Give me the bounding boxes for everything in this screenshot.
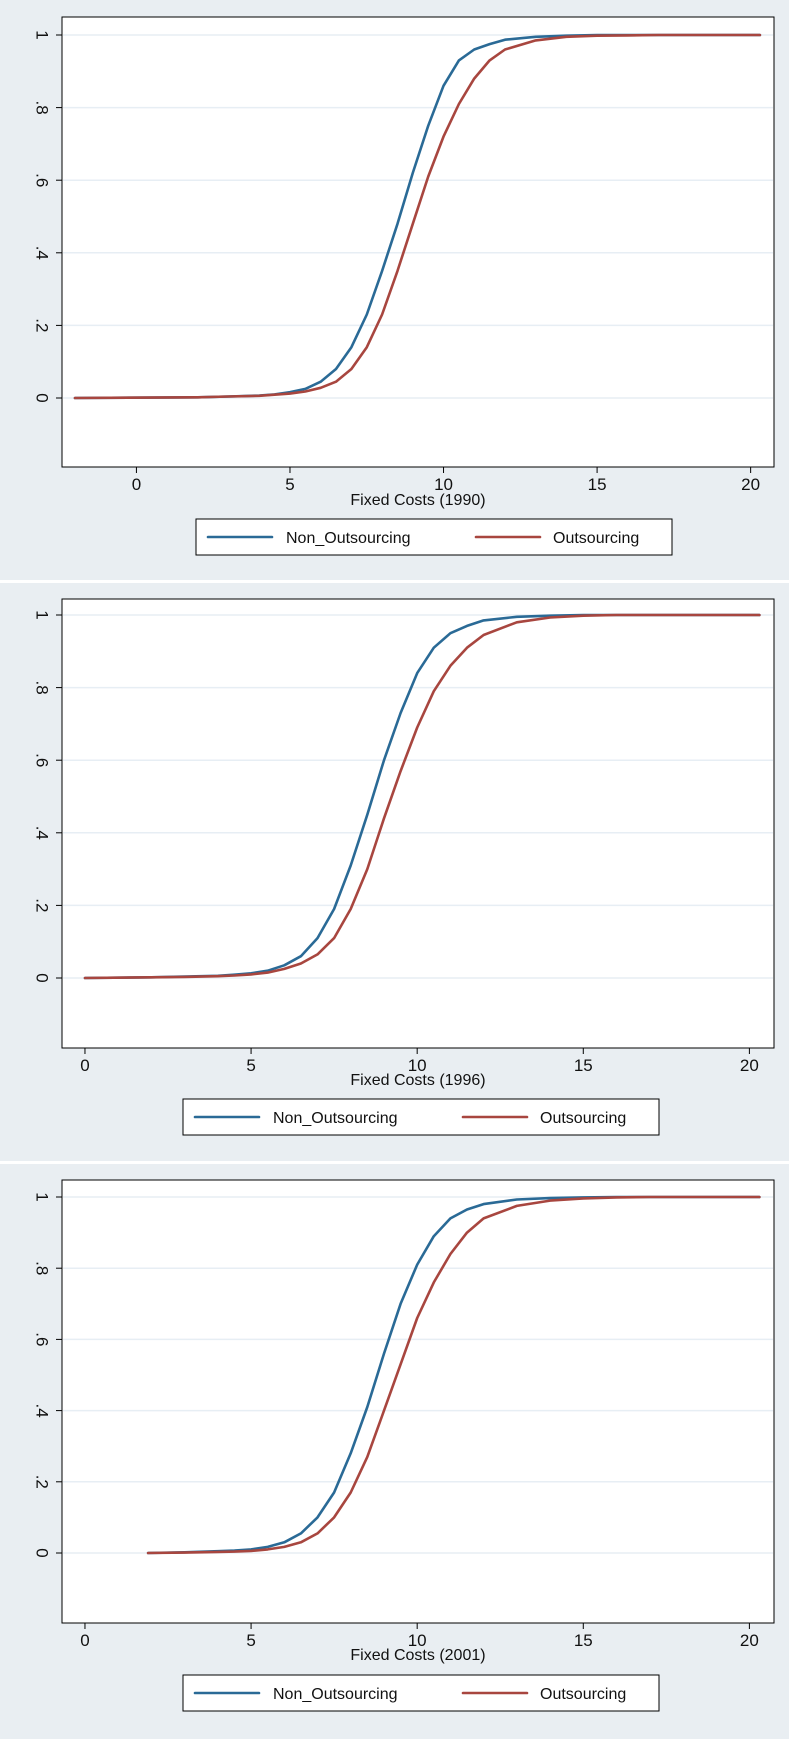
legend-label-non-outsourcing: Non_Outsourcing: [286, 530, 411, 547]
y-tick-label: .4: [33, 246, 52, 260]
chart-panel-1990: 0 5 10 15 20 0 .2 .4 .6 .8 1 Fixed Costs (1990) N…: [0, 0, 789, 580]
legend-box: [182, 1674, 660, 1712]
legend-label-outsourcing: Outsourcing: [540, 1110, 626, 1127]
series-layer: [83, 613, 761, 980]
chart-panel-1996: 0 5 10 15 20 0 .2 .4 .6 .8 1 Fixed Costs (1996) N…: [0, 583, 789, 1161]
y-tick-label: .6: [33, 173, 52, 187]
y-tick-label: .2: [33, 1475, 52, 1489]
y-tick-label: 0: [33, 1548, 52, 1557]
x-tick-label: 5: [246, 1631, 255, 1650]
x-tick-label: 0: [132, 475, 141, 494]
x-tick-label: 0: [80, 1056, 89, 1075]
x-tick-label: 10: [408, 1631, 427, 1650]
x-tick-label: 5: [246, 1056, 255, 1075]
y-tick-label: 0: [33, 973, 52, 982]
y-tick-label: .6: [33, 753, 52, 767]
x-tick-label: 15: [588, 475, 607, 494]
x-axis-ticks: 0 5 10 15 20: [80, 1623, 759, 1650]
legend: Non_Outsourcing Outsourcing: [182, 1674, 660, 1712]
legend-label-outsourcing: Outsourcing: [553, 530, 639, 547]
y-tick-label: .2: [33, 318, 52, 332]
series-layer: [146, 1195, 761, 1555]
legend-box: [195, 518, 673, 556]
x-axis-ticks: 0 5 10 15 20: [132, 467, 760, 494]
legend-label-outsourcing: Outsourcing: [540, 1686, 626, 1703]
x-tick-label: 0: [80, 1631, 89, 1650]
y-tick-label: .2: [33, 898, 52, 912]
series-layer: [73, 33, 762, 400]
chart-panel-2001: 0 5 10 15 20 0 .2 .4 .6 .8 1 Fixed Costs (2001) N…: [0, 1164, 789, 1739]
chart-svg-1990: 0 5 10 15 20 0 .2 .4 .6 .8 1 Fixed Costs (1990) N…: [33, 16, 775, 556]
series-line-outsourcing: [73, 33, 762, 400]
y-tick-label: .8: [33, 681, 52, 695]
y-axis-ticks: 0 .2 .4 .6 .8 1: [33, 1192, 62, 1558]
y-grid: [63, 34, 773, 399]
plot-area: [61, 1179, 775, 1624]
x-tick-label: 15: [574, 1056, 593, 1075]
x-tick-label: 15: [574, 1631, 593, 1650]
y-tick-label: .8: [33, 1261, 52, 1275]
plot-area: [61, 16, 775, 468]
legend: Non_Outsourcing Outsourcing: [182, 1098, 660, 1136]
series-line-outsourcing: [83, 613, 761, 980]
series-line-non-outsourcing: [146, 1195, 761, 1555]
legend: Non_Outsourcing Outsourcing: [195, 518, 673, 556]
series-line-outsourcing: [146, 1195, 761, 1555]
legend-label-non-outsourcing: Non_Outsourcing: [273, 1110, 398, 1127]
x-tick-label: 20: [740, 1056, 759, 1075]
chart-svg-2001: 0 5 10 15 20 0 .2 .4 .6 .8 1 Fixed Costs (2001) N…: [33, 1179, 775, 1712]
x-tick-label: 10: [408, 1056, 427, 1075]
x-axis-title: Fixed Costs (2001): [350, 1647, 485, 1664]
legend-box: [182, 1098, 660, 1136]
y-tick-label: 1: [33, 30, 52, 39]
y-axis-ticks: 0 .2 .4 .6 .8 1: [33, 610, 62, 983]
y-tick-label: 1: [33, 610, 52, 619]
x-tick-label: 20: [740, 1631, 759, 1650]
x-axis-title: Fixed Costs (1996): [350, 1072, 485, 1089]
x-tick-label: 10: [434, 475, 453, 494]
y-tick-label: .8: [33, 101, 52, 115]
x-tick-label: 20: [741, 475, 760, 494]
y-tick-label: .4: [33, 1404, 52, 1418]
legend-label-non-outsourcing: Non_Outsourcing: [273, 1686, 398, 1703]
chart-svg-1996: 0 5 10 15 20 0 .2 .4 .6 .8 1 Fixed Costs (1996) N…: [33, 598, 775, 1136]
x-axis-ticks: 0 5 10 15 20: [80, 1048, 759, 1075]
y-tick-label: 1: [33, 1192, 52, 1201]
y-axis-ticks: 0 .2 .4 .6 .8 1: [33, 30, 62, 403]
x-tick-label: 5: [285, 475, 294, 494]
y-tick-label: 0: [33, 393, 52, 402]
y-tick-label: .4: [33, 826, 52, 840]
x-axis-title: Fixed Costs (1990): [350, 492, 485, 509]
plot-area: [61, 598, 775, 1049]
y-tick-label: .6: [33, 1332, 52, 1346]
